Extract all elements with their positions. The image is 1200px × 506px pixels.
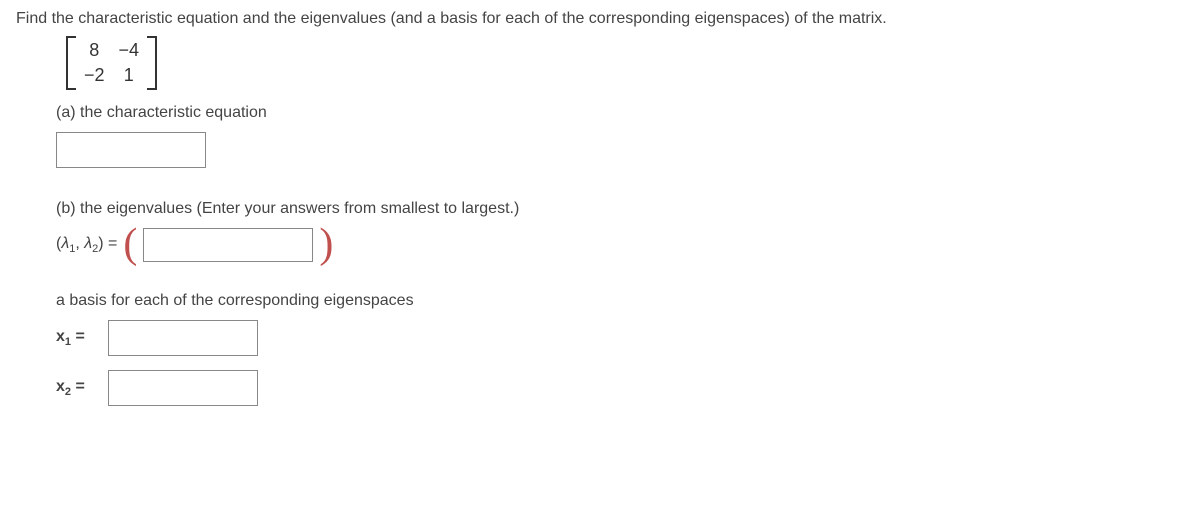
basis-label: a basis for each of the corresponding ei… <box>56 292 1184 310</box>
part-b: (b) the eigenvalues (Enter your answers … <box>56 200 1184 406</box>
part-b-label: (b) the eigenvalues (Enter your answers … <box>56 200 1184 218</box>
lambda-label: (λ1, λ2) = <box>56 235 117 255</box>
x2-prefix: x <box>56 378 65 395</box>
x2-label: x2 = <box>56 378 96 398</box>
question-text: Find the characteristic equation and the… <box>16 10 1184 28</box>
comma: , <box>75 235 84 252</box>
lambda-suffix: ) = <box>98 235 117 252</box>
matrix-right-bracket <box>147 36 157 90</box>
part-a-label: (a) the characteristic equation <box>56 104 1184 122</box>
eigenvalues-input[interactable] <box>143 228 313 262</box>
matrix-cell-1-0: −2 <box>84 65 105 86</box>
paren-close-icon: ) <box>319 228 333 262</box>
x2-equals: = <box>71 378 85 395</box>
matrix-cell-1-1: 1 <box>119 65 140 86</box>
x1-label: x1 = <box>56 328 96 348</box>
matrix-cell-0-0: 8 <box>84 40 105 61</box>
part-a: (a) the characteristic equation <box>56 104 1184 168</box>
x2-input[interactable] <box>108 370 258 406</box>
paren-open-icon: ( <box>123 228 137 262</box>
eigenvalue-row: (λ1, λ2) = ( ) <box>56 228 1184 262</box>
characteristic-equation-input[interactable] <box>56 132 206 168</box>
lambda2: λ <box>84 235 92 252</box>
x1-input[interactable] <box>108 320 258 356</box>
x1-prefix: x <box>56 328 65 345</box>
x1-equals: = <box>71 328 85 345</box>
matrix-grid: 8 −4 −2 1 <box>76 36 147 90</box>
basis-row-x1: x1 = <box>56 320 1184 356</box>
matrix-left-bracket <box>66 36 76 90</box>
matrix-cell-0-1: −4 <box>119 40 140 61</box>
basis-row-x2: x2 = <box>56 370 1184 406</box>
matrix: 8 −4 −2 1 <box>66 36 157 90</box>
